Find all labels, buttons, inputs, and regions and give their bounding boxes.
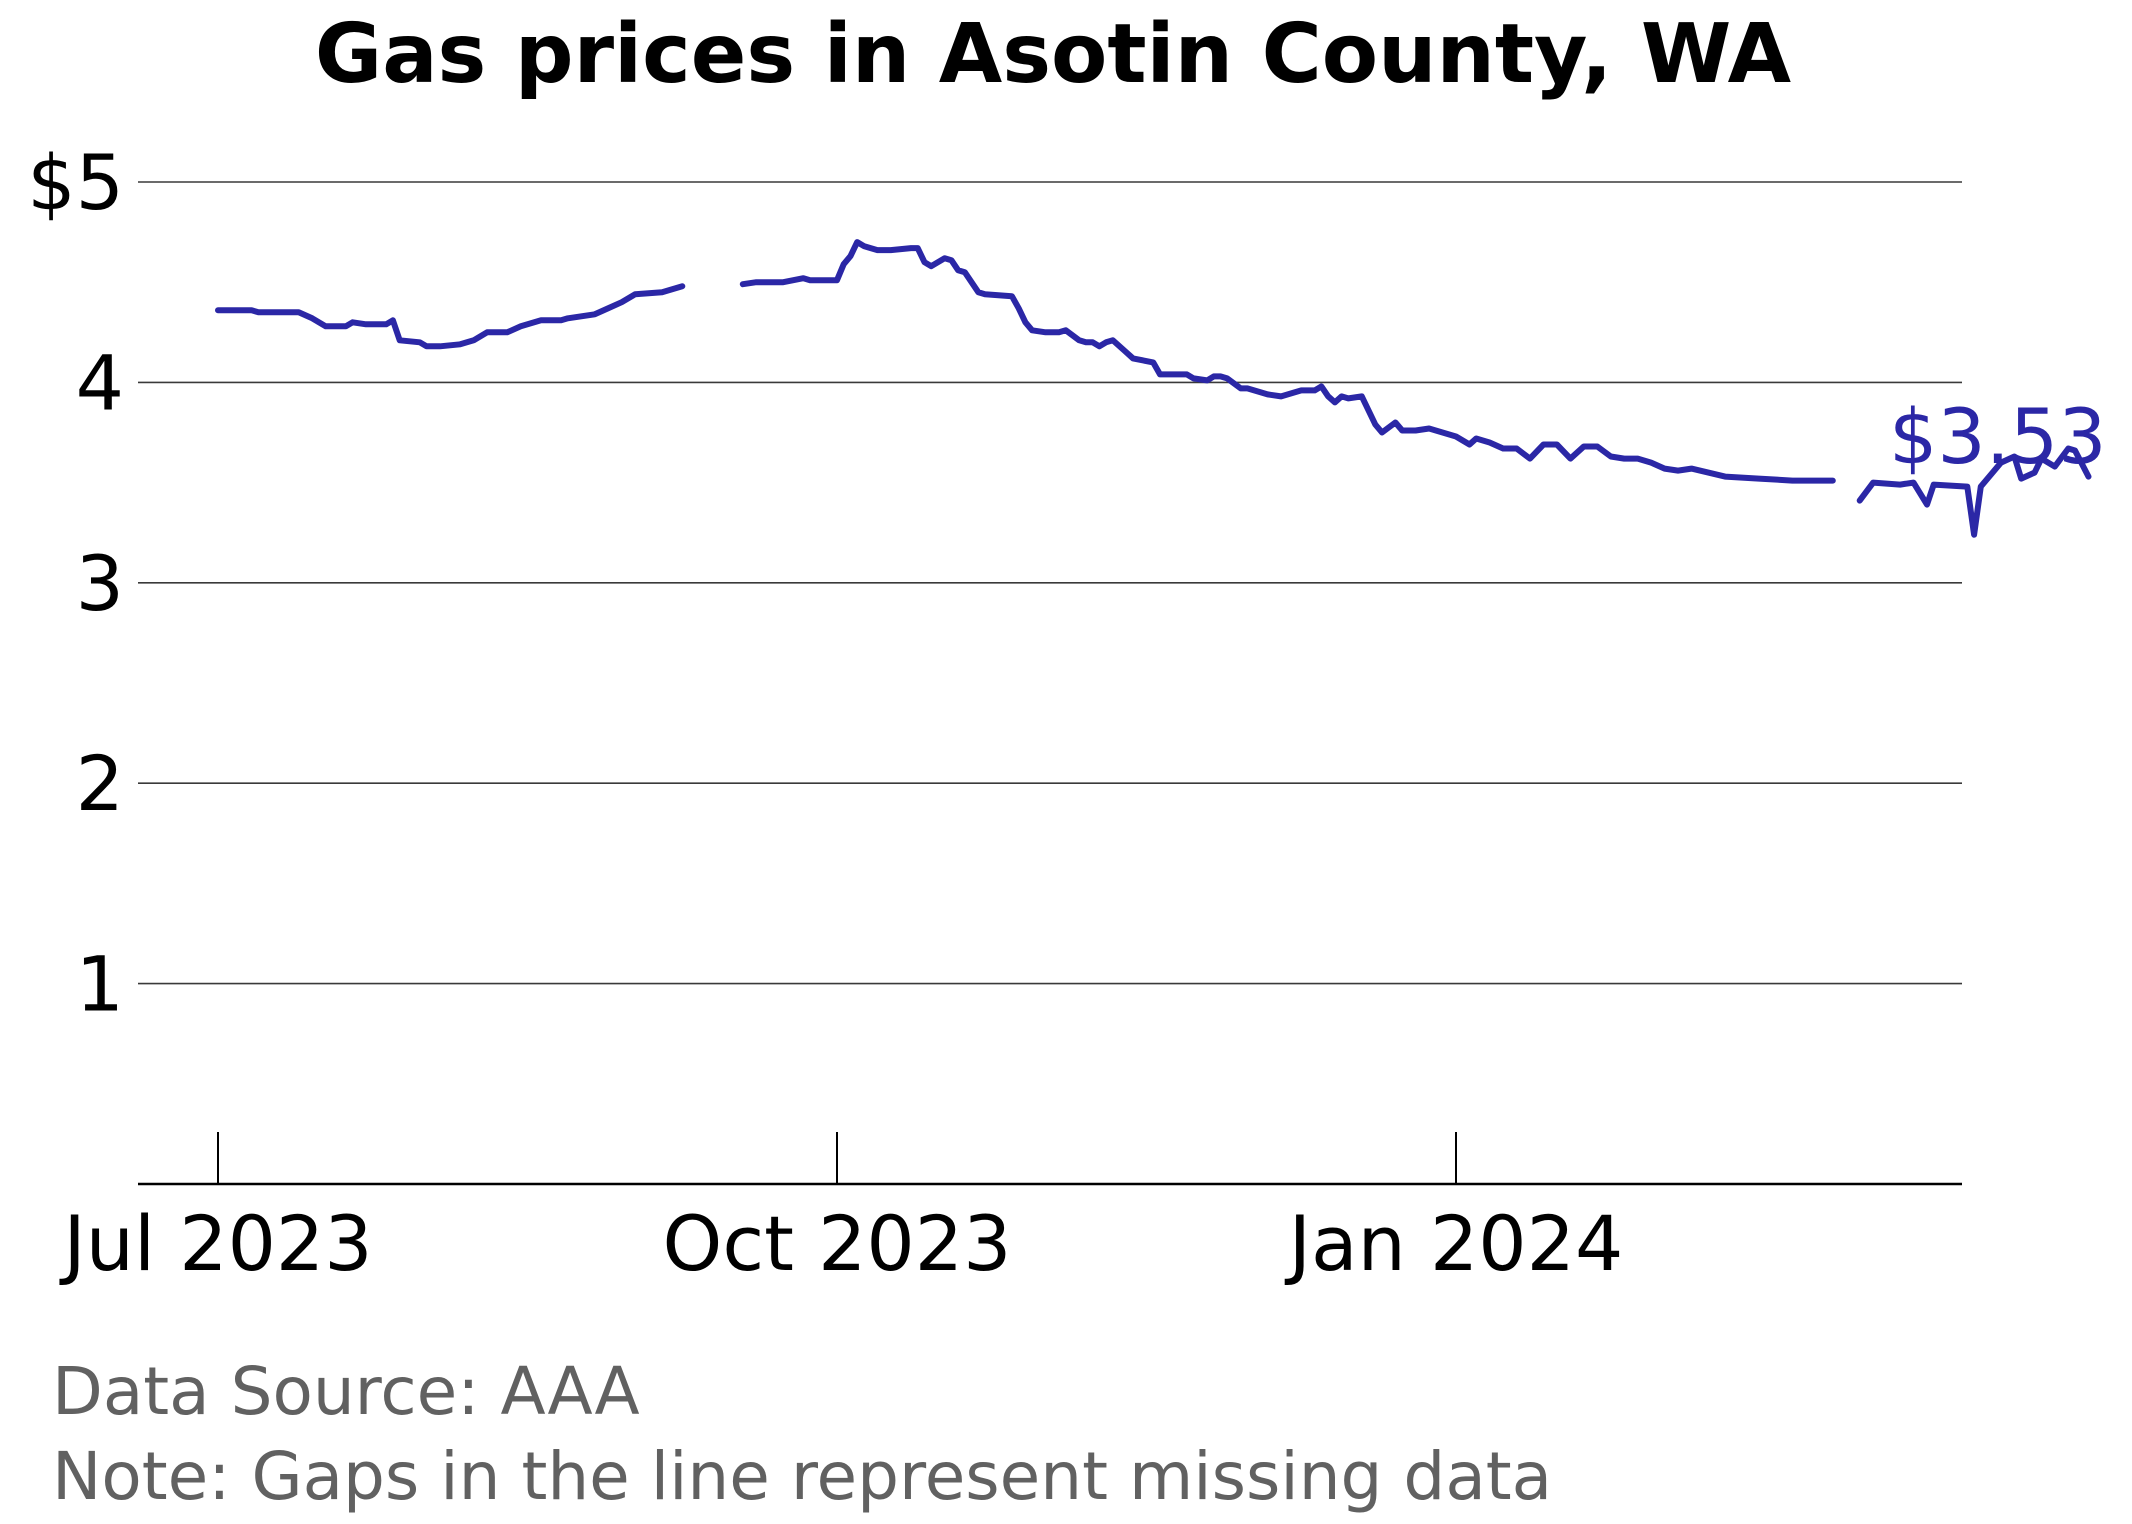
price-line-segment [215, 283, 686, 350]
x-tick-label: Jul 2023 [59, 1199, 372, 1288]
x-axis-ticks: Jul 2023 Oct 2023 Jan 2024 [59, 1132, 1623, 1288]
y-tick-label: 3 [76, 539, 124, 628]
gridlines [138, 181, 1962, 985]
price-line-segment [739, 239, 1836, 484]
latest-price-label: $3.53 [1889, 392, 2107, 481]
price-series [215, 239, 2092, 538]
y-tick-label: 2 [76, 739, 124, 828]
y-tick-label: 4 [76, 338, 124, 427]
chart-title: Gas prices in Asotin County, WA [315, 7, 1792, 102]
missing-data-note: Note: Gaps in the line represent missing… [52, 1438, 1552, 1515]
data-source-note: Data Source: AAA [52, 1353, 640, 1430]
x-tick-label: Oct 2023 [663, 1199, 1012, 1288]
price-line-segment [1856, 445, 2092, 538]
y-axis-ticks: $5 4 3 2 1 [27, 138, 124, 1029]
y-tick-label: $5 [27, 138, 124, 227]
x-tick-label: Jan 2024 [1285, 1199, 1624, 1288]
y-tick-label: 1 [76, 940, 124, 1029]
